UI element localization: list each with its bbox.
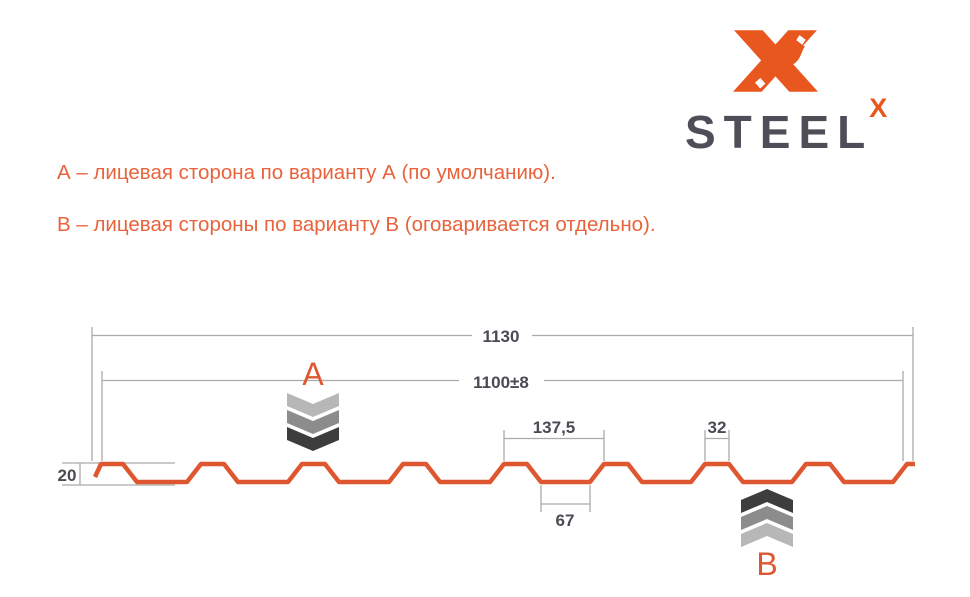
marker-side-a: A (287, 357, 339, 451)
logo-weave-s (757, 38, 806, 85)
dim-height-label: 20 (58, 466, 77, 485)
steelx-logo-icon (733, 30, 818, 92)
note-variant-b: В – лицевая стороны по варианту В (огова… (57, 213, 656, 236)
logo-wordmark: STEELX (685, 93, 915, 159)
chevrons-down-icon (287, 393, 339, 451)
dim-total-width-label: 1130 (483, 327, 520, 346)
dim-rib-pitch: 137,5 (503, 418, 605, 461)
dim-rib-bottom-label: 67 (556, 511, 575, 530)
dim-total-width: 1130 (91, 327, 914, 461)
chevrons-up-icon (741, 489, 793, 547)
marker-side-b: B (741, 487, 793, 581)
logo-brand-sup: X (869, 92, 888, 123)
logo-brand: STEEL (685, 106, 874, 158)
marker-a-letter: A (302, 356, 324, 392)
note-variant-a: А – лицевая сторона по варианту А (по ум… (57, 161, 556, 184)
dim-rib-bottom: 67 (540, 485, 591, 530)
dim-cover-width-label: 1100±8 (473, 373, 529, 392)
dim-rib-pitch-label: 137,5 (533, 418, 576, 437)
sheet-profile-path (92, 461, 915, 485)
dim-rib-top: 32 (704, 418, 730, 461)
dim-rib-top-label: 32 (708, 418, 727, 437)
dim-cover-width: 1100±8 (101, 371, 904, 461)
marker-b-letter: B (756, 546, 778, 582)
